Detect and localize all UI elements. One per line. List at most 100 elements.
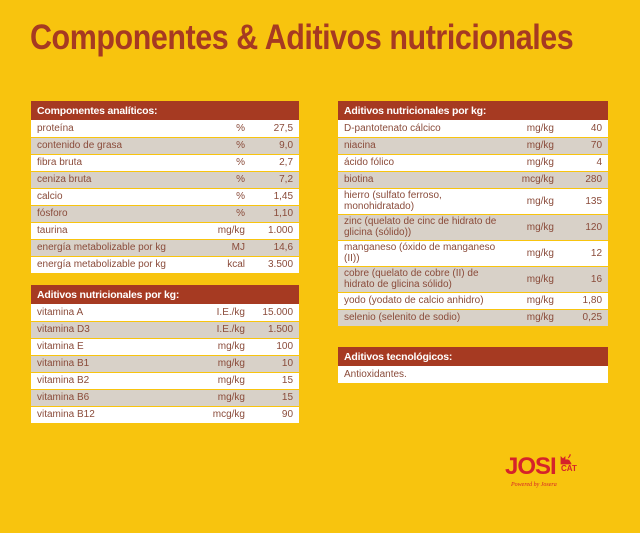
row-value: 1.500 <box>251 321 300 339</box>
row-value: 4 <box>560 154 609 172</box>
row-value: 15.000 <box>251 304 300 322</box>
row-name: taurina <box>31 222 211 240</box>
table-row: vitamina B2 mg/kg 15 <box>31 372 300 390</box>
row-value: 1,45 <box>251 188 300 206</box>
table-row: fósforo% 1,10 <box>31 205 300 223</box>
table-row: hierro (sulfato ferroso, monohidratado) m… <box>338 188 609 215</box>
table-row: vitamina B12 mcg/kg 90 <box>31 406 300 424</box>
table-row: yodo (yodato de calcio anhidro) mg/kg 1,80 <box>338 292 609 310</box>
table-row: fibra bruta% 2,7 <box>31 154 300 172</box>
vitamins-table: Aditivos nutricionales por kg: vitamina … <box>31 285 300 424</box>
row-name: vitamina A <box>31 304 181 322</box>
row-unit: mg/kg <box>181 372 251 390</box>
row-value: 135 <box>560 188 609 215</box>
table-row: taurina mg/kg 1.000 <box>31 222 300 240</box>
row-value: 280 <box>560 171 609 189</box>
row-value: 15 <box>251 372 300 390</box>
vitamins-header: Aditivos nutricionales por kg: <box>31 285 300 304</box>
row-name: vitamina E <box>31 338 181 356</box>
technological-additives-table: Aditivos tecnológicos: Antioxidantes. <box>338 347 608 384</box>
row-unit: % <box>211 120 251 138</box>
row-unit: mcg/kg <box>181 406 251 424</box>
row-name: biotina <box>338 171 508 189</box>
logo-brand: JOSI <box>505 453 557 480</box>
row-value: 15 <box>251 389 300 407</box>
row-value: 0,25 <box>560 309 609 327</box>
technological-additives-header: Aditivos tecnológicos: <box>338 347 608 366</box>
row-value: 9,0 <box>251 137 300 155</box>
table-row: ácido fólico mg/kg 4 <box>338 154 609 172</box>
row-value: 1.000 <box>251 222 300 240</box>
table-row: biotina mcg/kg 280 <box>338 171 609 189</box>
row-name: calcio <box>31 188 211 206</box>
table-row: contenido de grasa% 9,0 <box>31 137 300 155</box>
row-name: hierro (sulfato ferroso, monohidratado) <box>338 188 508 215</box>
row-name: vitamina B6 <box>31 389 181 407</box>
table-row: calcio% 1,45 <box>31 188 300 206</box>
table-row: manganeso (óxido de manganeso (II)) mg/kg… <box>338 240 609 267</box>
row-name: manganeso (óxido de manganeso (II)) <box>338 240 508 267</box>
row-unit: % <box>211 154 251 172</box>
table-row: zinc (quelato de cinc de hidrato de glic… <box>338 214 609 241</box>
row-value: 7,2 <box>251 171 300 189</box>
row-value: 1,10 <box>251 205 300 223</box>
row-unit: mg/kg <box>508 137 560 155</box>
row-unit: MJ <box>211 239 251 257</box>
row-name: zinc (quelato de cinc de hidrato de glic… <box>338 214 508 241</box>
analytic-components-table: Componentes analíticos: proteína% 27,5 con… <box>31 101 300 274</box>
page-title: Componentes & Aditivos nutricionales <box>30 18 574 57</box>
row-name: ácido fólico <box>338 154 508 172</box>
table-row: cobre (quelato de cobre (II) de hidrato … <box>338 266 609 293</box>
row-value: 14,6 <box>251 239 300 257</box>
table-row: proteína% 27,5 <box>31 120 300 138</box>
row-value: 100 <box>251 338 300 356</box>
row-unit: mg/kg <box>181 338 251 356</box>
row-name: vitamina D3 <box>31 321 181 339</box>
row-name: cobre (quelato de cobre (II) de hidrato … <box>338 266 508 293</box>
row-name: ceniza bruta <box>31 171 211 189</box>
table-row: energía metabolizable por kg kcal 3.500 <box>31 256 300 274</box>
row-value: 2,7 <box>251 154 300 172</box>
row-unit: I.E./kg <box>181 304 251 322</box>
row-unit: % <box>211 137 251 155</box>
row-name: contenido de grasa <box>31 137 211 155</box>
row-value: 27,5 <box>251 120 300 138</box>
table-row: vitamina B6 mg/kg 15 <box>31 389 300 407</box>
technological-additives-text: Antioxidantes. <box>338 366 608 384</box>
cat-icon <box>560 454 572 465</box>
row-name: energía metabolizable por kg <box>31 256 211 274</box>
nutritional-additives-table: Aditivos nutricionales por kg: D-pantote… <box>338 101 609 327</box>
row-unit: mg/kg <box>181 389 251 407</box>
logo-powered-by: Powered by Josera <box>511 482 557 488</box>
row-unit: % <box>211 205 251 223</box>
row-value: 12 <box>560 240 609 267</box>
nutritional-additives-header: Aditivos nutricionales por kg: <box>338 101 609 120</box>
row-unit: mg/kg <box>181 355 251 373</box>
row-name: proteína <box>31 120 211 138</box>
row-unit: mg/kg <box>508 240 560 267</box>
table-row: vitamina B1 mg/kg 10 <box>31 355 300 373</box>
row-unit: mcg/kg <box>508 171 560 189</box>
row-name: fibra bruta <box>31 154 211 172</box>
row-unit: mg/kg <box>508 120 560 138</box>
row-unit: mg/kg <box>508 214 560 241</box>
row-value: 1,80 <box>560 292 609 310</box>
analytic-components-header: Componentes analíticos: <box>31 101 300 120</box>
row-unit: I.E./kg <box>181 321 251 339</box>
row-unit: mg/kg <box>211 222 251 240</box>
table-row: vitamina A I.E./kg 15.000 <box>31 304 300 322</box>
row-unit: mg/kg <box>508 188 560 215</box>
row-value: 90 <box>251 406 300 424</box>
row-unit: mg/kg <box>508 309 560 327</box>
row-name: vitamina B12 <box>31 406 181 424</box>
row-name: selenio (selenito de sodio) <box>338 309 508 327</box>
row-value: 16 <box>560 266 609 293</box>
row-value: 120 <box>560 214 609 241</box>
table-row: niacina mg/kg 70 <box>338 137 609 155</box>
table-row: D-pantotenato cálcico mg/kg 40 <box>338 120 609 138</box>
row-value: 70 <box>560 137 609 155</box>
row-unit: mg/kg <box>508 266 560 293</box>
row-unit: kcal <box>211 256 251 274</box>
row-name: yodo (yodato de calcio anhidro) <box>338 292 508 310</box>
